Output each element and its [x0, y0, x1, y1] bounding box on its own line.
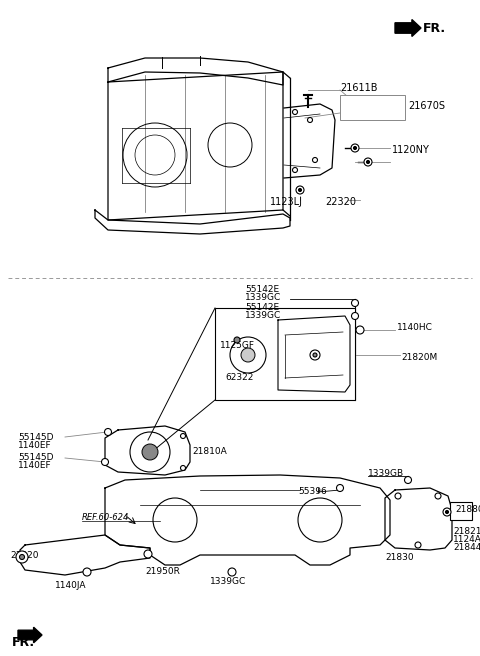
- Text: FR.: FR.: [12, 636, 35, 649]
- Circle shape: [351, 144, 359, 152]
- Circle shape: [435, 493, 441, 499]
- Text: 22320: 22320: [325, 197, 356, 207]
- Text: 1140EF: 1140EF: [18, 441, 52, 451]
- Circle shape: [228, 568, 236, 576]
- Text: 1339GC: 1339GC: [245, 293, 281, 302]
- Circle shape: [16, 551, 28, 563]
- Circle shape: [356, 326, 364, 334]
- Text: 21820M: 21820M: [401, 352, 437, 361]
- Text: 21844: 21844: [453, 544, 480, 552]
- Bar: [340, 95, 405, 120]
- Text: 55396: 55396: [298, 487, 327, 497]
- Text: 1120NY: 1120NY: [392, 145, 430, 155]
- Circle shape: [351, 312, 359, 319]
- Circle shape: [180, 466, 185, 470]
- Text: 21670S: 21670S: [408, 101, 445, 111]
- Circle shape: [101, 459, 108, 466]
- Circle shape: [144, 550, 152, 558]
- Circle shape: [296, 186, 304, 194]
- Text: 55142E: 55142E: [245, 285, 279, 295]
- Text: 55142E: 55142E: [245, 304, 279, 312]
- Text: 1339GC: 1339GC: [245, 312, 281, 321]
- Bar: [450, 502, 472, 520]
- Circle shape: [336, 485, 344, 491]
- Circle shape: [308, 117, 312, 123]
- Text: 1339GB: 1339GB: [368, 470, 404, 478]
- Text: 55145D: 55145D: [18, 453, 53, 462]
- Circle shape: [395, 493, 401, 499]
- Circle shape: [351, 300, 359, 306]
- Text: 1125GF: 1125GF: [220, 340, 255, 350]
- Text: 21950R: 21950R: [145, 567, 180, 577]
- Text: 21880E: 21880E: [455, 506, 480, 514]
- Circle shape: [299, 188, 301, 192]
- Text: 1140HC: 1140HC: [397, 323, 433, 333]
- Text: REF.60-624: REF.60-624: [82, 512, 130, 522]
- Circle shape: [83, 568, 91, 576]
- Circle shape: [180, 434, 185, 438]
- Circle shape: [105, 428, 111, 436]
- Circle shape: [367, 161, 370, 163]
- Circle shape: [292, 167, 298, 173]
- Text: 62322: 62322: [225, 373, 253, 382]
- Bar: [215, 308, 355, 400]
- Polygon shape: [18, 627, 42, 643]
- Circle shape: [445, 510, 448, 514]
- Circle shape: [443, 508, 451, 516]
- Text: 55145D: 55145D: [18, 434, 53, 443]
- Circle shape: [234, 337, 240, 343]
- Circle shape: [364, 158, 372, 166]
- Circle shape: [312, 157, 317, 163]
- Text: 21830: 21830: [385, 552, 414, 562]
- Text: 1140JA: 1140JA: [55, 581, 86, 590]
- Circle shape: [292, 110, 298, 115]
- Circle shape: [20, 554, 24, 560]
- Polygon shape: [395, 20, 421, 37]
- Circle shape: [415, 542, 421, 548]
- Text: 1123LJ: 1123LJ: [270, 197, 303, 207]
- Text: 21821D: 21821D: [453, 527, 480, 537]
- Circle shape: [353, 146, 357, 150]
- Text: 1339GC: 1339GC: [210, 577, 246, 586]
- Text: FR.: FR.: [423, 22, 446, 35]
- Text: 1124AA: 1124AA: [453, 535, 480, 544]
- Text: 1140EF: 1140EF: [18, 461, 52, 470]
- Text: 21810A: 21810A: [192, 447, 227, 457]
- Circle shape: [313, 353, 317, 357]
- Circle shape: [241, 348, 255, 362]
- Circle shape: [142, 444, 158, 460]
- Circle shape: [405, 476, 411, 483]
- Circle shape: [310, 350, 320, 360]
- Text: 21611B: 21611B: [340, 83, 377, 93]
- Text: 21920: 21920: [10, 552, 38, 560]
